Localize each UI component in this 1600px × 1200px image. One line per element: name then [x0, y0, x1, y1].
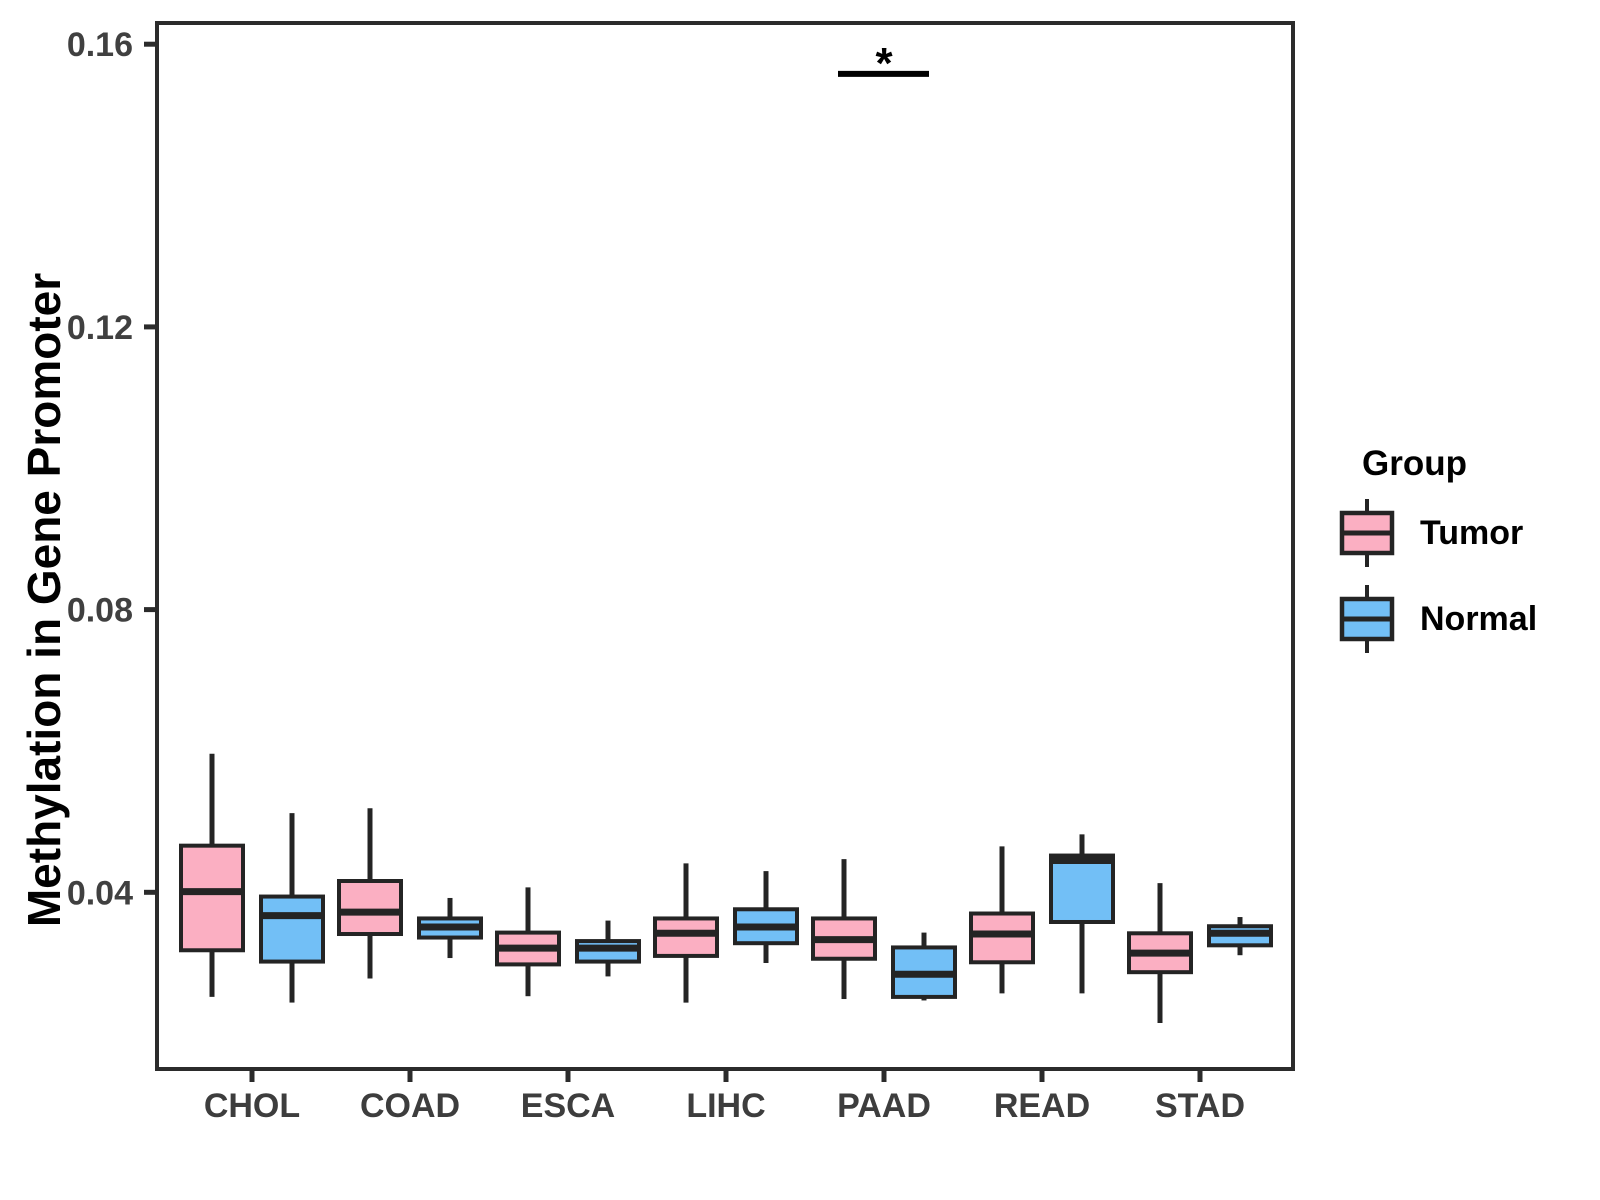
legend-entries: Tumor Normal	[1338, 496, 1537, 656]
y-tick-label: 0.16	[67, 26, 133, 64]
iqr-box	[259, 894, 325, 964]
boxplot-stad-normal	[1207, 917, 1273, 956]
x-tick-label-stad: STAD	[1155, 1087, 1245, 1125]
boxplot-lihc-normal	[733, 871, 799, 963]
panel-border	[155, 21, 1295, 1071]
boxplot-paad-normal	[891, 932, 957, 1001]
x-tick-label-esca: ESCA	[521, 1087, 615, 1125]
boxplot-lihc-tumor	[653, 863, 719, 1003]
legend-label: Tumor	[1420, 513, 1524, 552]
significance-star: *	[875, 39, 893, 88]
boxplot-esca-normal	[575, 920, 641, 977]
iqr-box	[179, 843, 245, 953]
legend-title: Group	[1362, 444, 1467, 483]
boxplot-paad-tumor	[811, 859, 877, 1000]
y-tick-label: 0.04	[67, 874, 133, 912]
boxplot-read-tumor	[969, 846, 1035, 994]
y-tick-label: 0.12	[67, 309, 133, 347]
y-tick-label: 0.08	[67, 592, 133, 630]
legend-entry-normal: Normal	[1338, 582, 1537, 656]
x-tick-label-read: READ	[994, 1087, 1090, 1125]
legend-key-boxplot-icon	[1339, 499, 1395, 567]
boxplot-chol-tumor	[179, 753, 245, 997]
iqr-box	[969, 911, 1035, 965]
legend-label: Normal	[1420, 599, 1538, 638]
boxplot-chol-normal	[259, 813, 325, 1003]
legend-key-boxplot-icon	[1339, 585, 1395, 653]
boxplot-coad-tumor	[337, 808, 403, 979]
y-axis-title: Methylation in Gene Promoter	[18, 272, 70, 928]
x-tick-label-coad: COAD	[360, 1087, 460, 1125]
iqr-box	[653, 916, 719, 958]
iqr-box	[337, 879, 403, 937]
legend-entry-tumor: Tumor	[1338, 496, 1537, 570]
iqr-box	[1049, 853, 1115, 924]
boxplot-read-normal	[1049, 834, 1115, 994]
x-tick-label-chol: CHOL	[204, 1087, 300, 1125]
x-tick-label-lihc: LIHC	[686, 1087, 765, 1125]
boxplot-esca-tumor	[495, 887, 561, 997]
x-tick-label-paad: PAAD	[837, 1087, 931, 1125]
legend: Group Tumor Normal	[1338, 444, 1537, 656]
boxplot-coad-normal	[417, 897, 483, 959]
boxplot-stad-tumor	[1127, 883, 1193, 1024]
